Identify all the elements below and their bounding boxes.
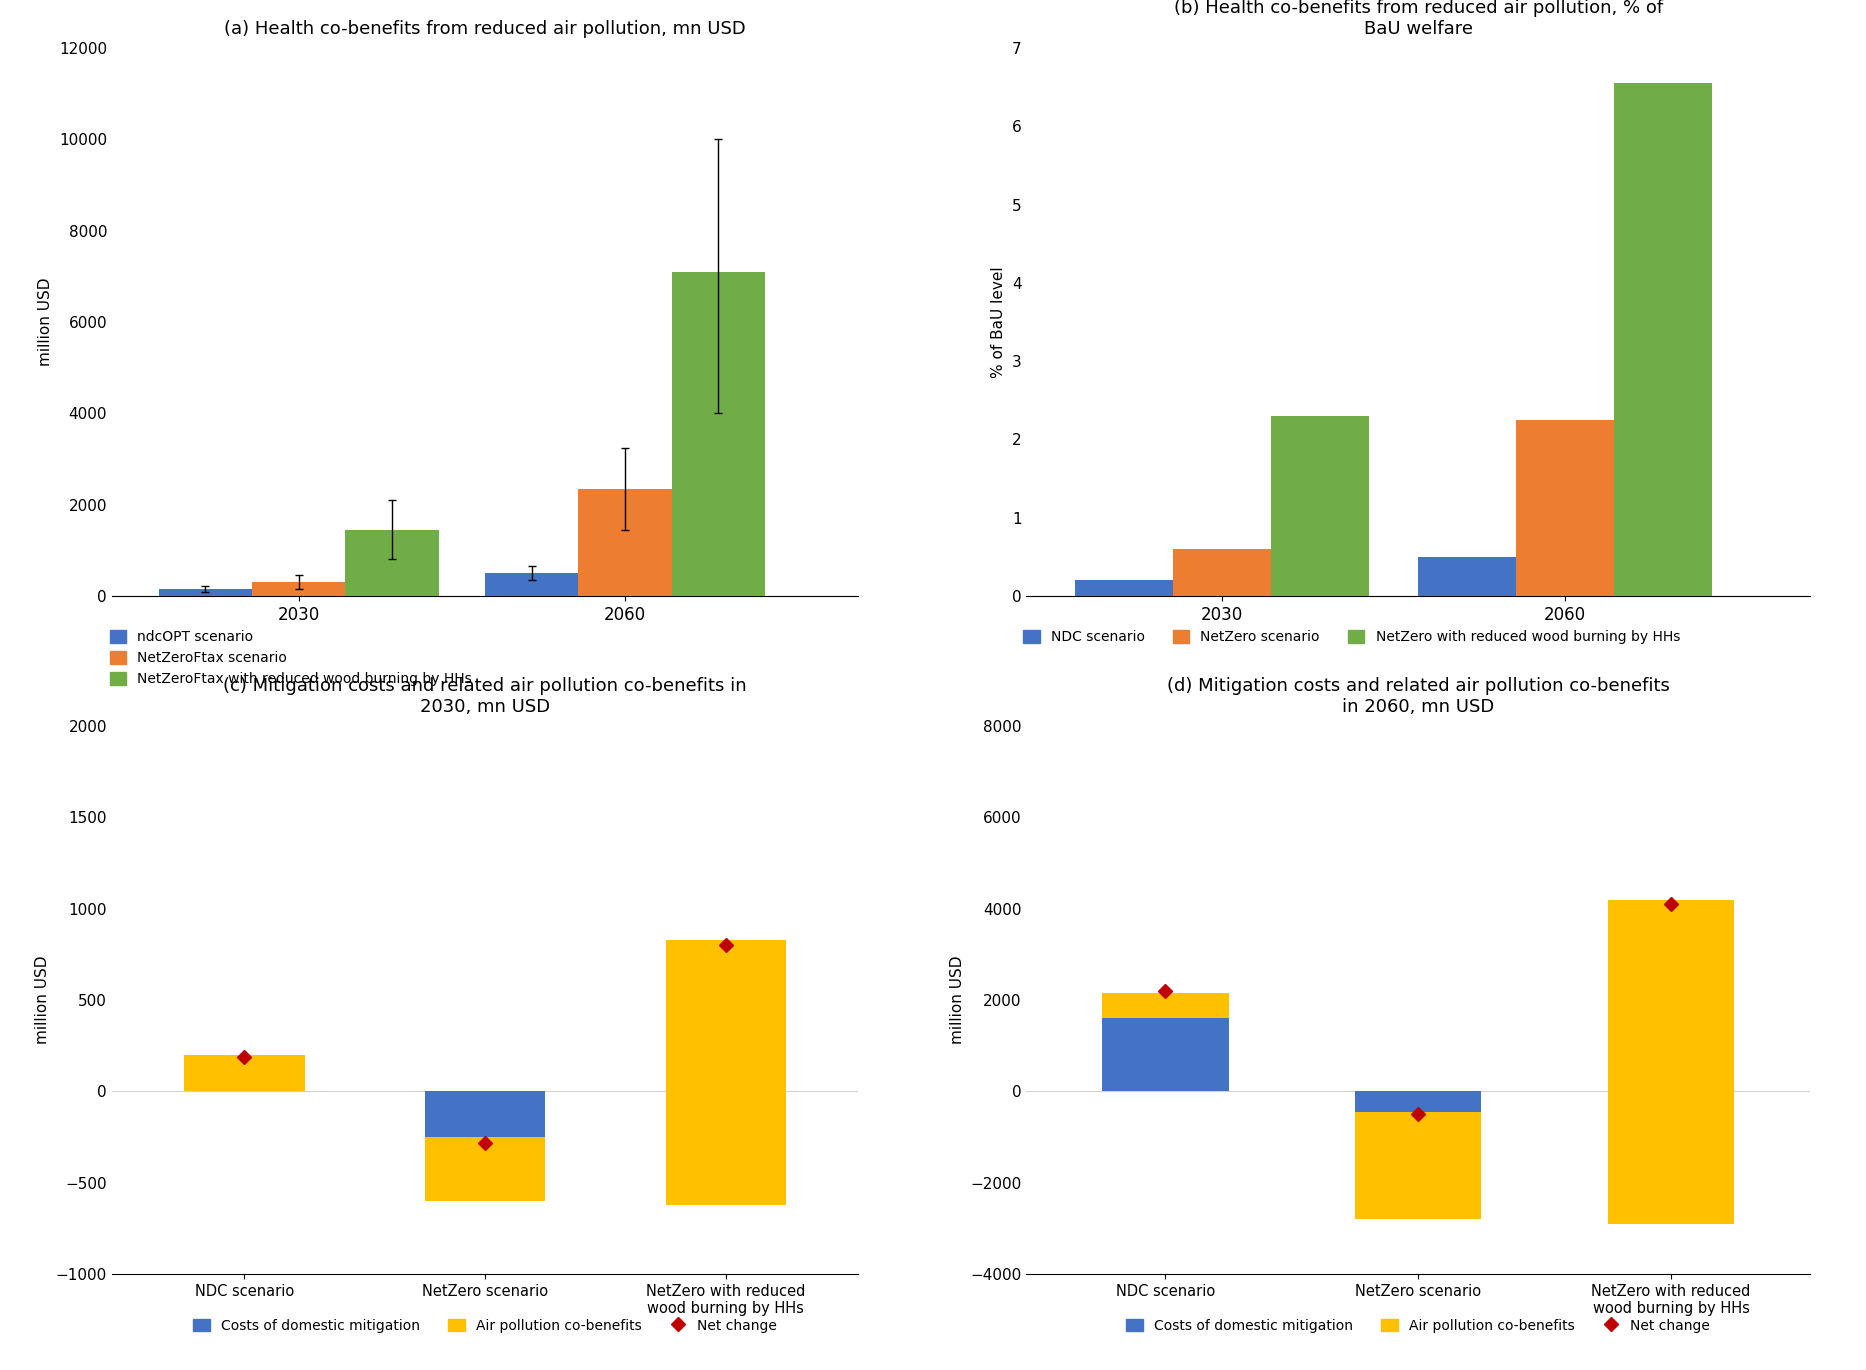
Bar <box>1517 419 1614 596</box>
Bar <box>425 1092 545 1201</box>
Bar <box>1355 1112 1482 1219</box>
Legend: ndcOPT scenario, NetZeroFtax scenario, NetZeroFtax with reduced wood burning by : ndcOPT scenario, NetZeroFtax scenario, N… <box>104 625 478 692</box>
Bar <box>1418 556 1517 596</box>
Title: (a) Health co-benefits from reduced air pollution, mn USD: (a) Health co-benefits from reduced air … <box>224 21 746 38</box>
Bar <box>1075 581 1174 596</box>
Bar <box>425 1137 545 1201</box>
Bar <box>666 1092 786 1204</box>
Bar <box>1614 84 1713 596</box>
Title: (b) Health co-benefits from reduced air pollution, % of
BaU welfare: (b) Health co-benefits from reduced air … <box>1174 0 1663 38</box>
Title: (c) Mitigation costs and related air pollution co-benefits in
2030, mn USD: (c) Mitigation costs and related air pol… <box>224 677 746 717</box>
Bar <box>666 940 786 1204</box>
Bar <box>1608 900 1734 1223</box>
Bar <box>1608 1092 1734 1223</box>
Bar <box>1355 1092 1482 1219</box>
Legend: NDC scenario, NetZero scenario, NetZero with reduced wood burning by HHs: NDC scenario, NetZero scenario, NetZero … <box>1017 625 1685 649</box>
Bar <box>1103 1018 1228 1092</box>
Bar <box>345 530 439 596</box>
Y-axis label: million USD: million USD <box>39 278 54 366</box>
Bar <box>1174 549 1271 596</box>
Title: (d) Mitigation costs and related air pollution co-benefits
in 2060, mn USD: (d) Mitigation costs and related air pol… <box>1166 677 1670 717</box>
Y-axis label: million USD: million USD <box>35 956 50 1044</box>
Bar <box>485 573 578 596</box>
Bar <box>1103 993 1228 1018</box>
Y-axis label: % of BaU level: % of BaU level <box>991 266 1006 378</box>
Bar <box>159 589 252 596</box>
Bar <box>252 582 345 596</box>
Legend: Costs of domestic mitigation, Air pollution co-benefits, Net change: Costs of domestic mitigation, Air pollut… <box>188 1314 782 1338</box>
Bar <box>672 271 765 596</box>
Legend: Costs of domestic mitigation, Air pollution co-benefits, Net change: Costs of domestic mitigation, Air pollut… <box>1121 1314 1715 1338</box>
Y-axis label: million USD: million USD <box>950 956 965 1044</box>
Bar <box>578 489 672 596</box>
Bar <box>185 1055 304 1092</box>
Bar <box>1271 416 1370 596</box>
